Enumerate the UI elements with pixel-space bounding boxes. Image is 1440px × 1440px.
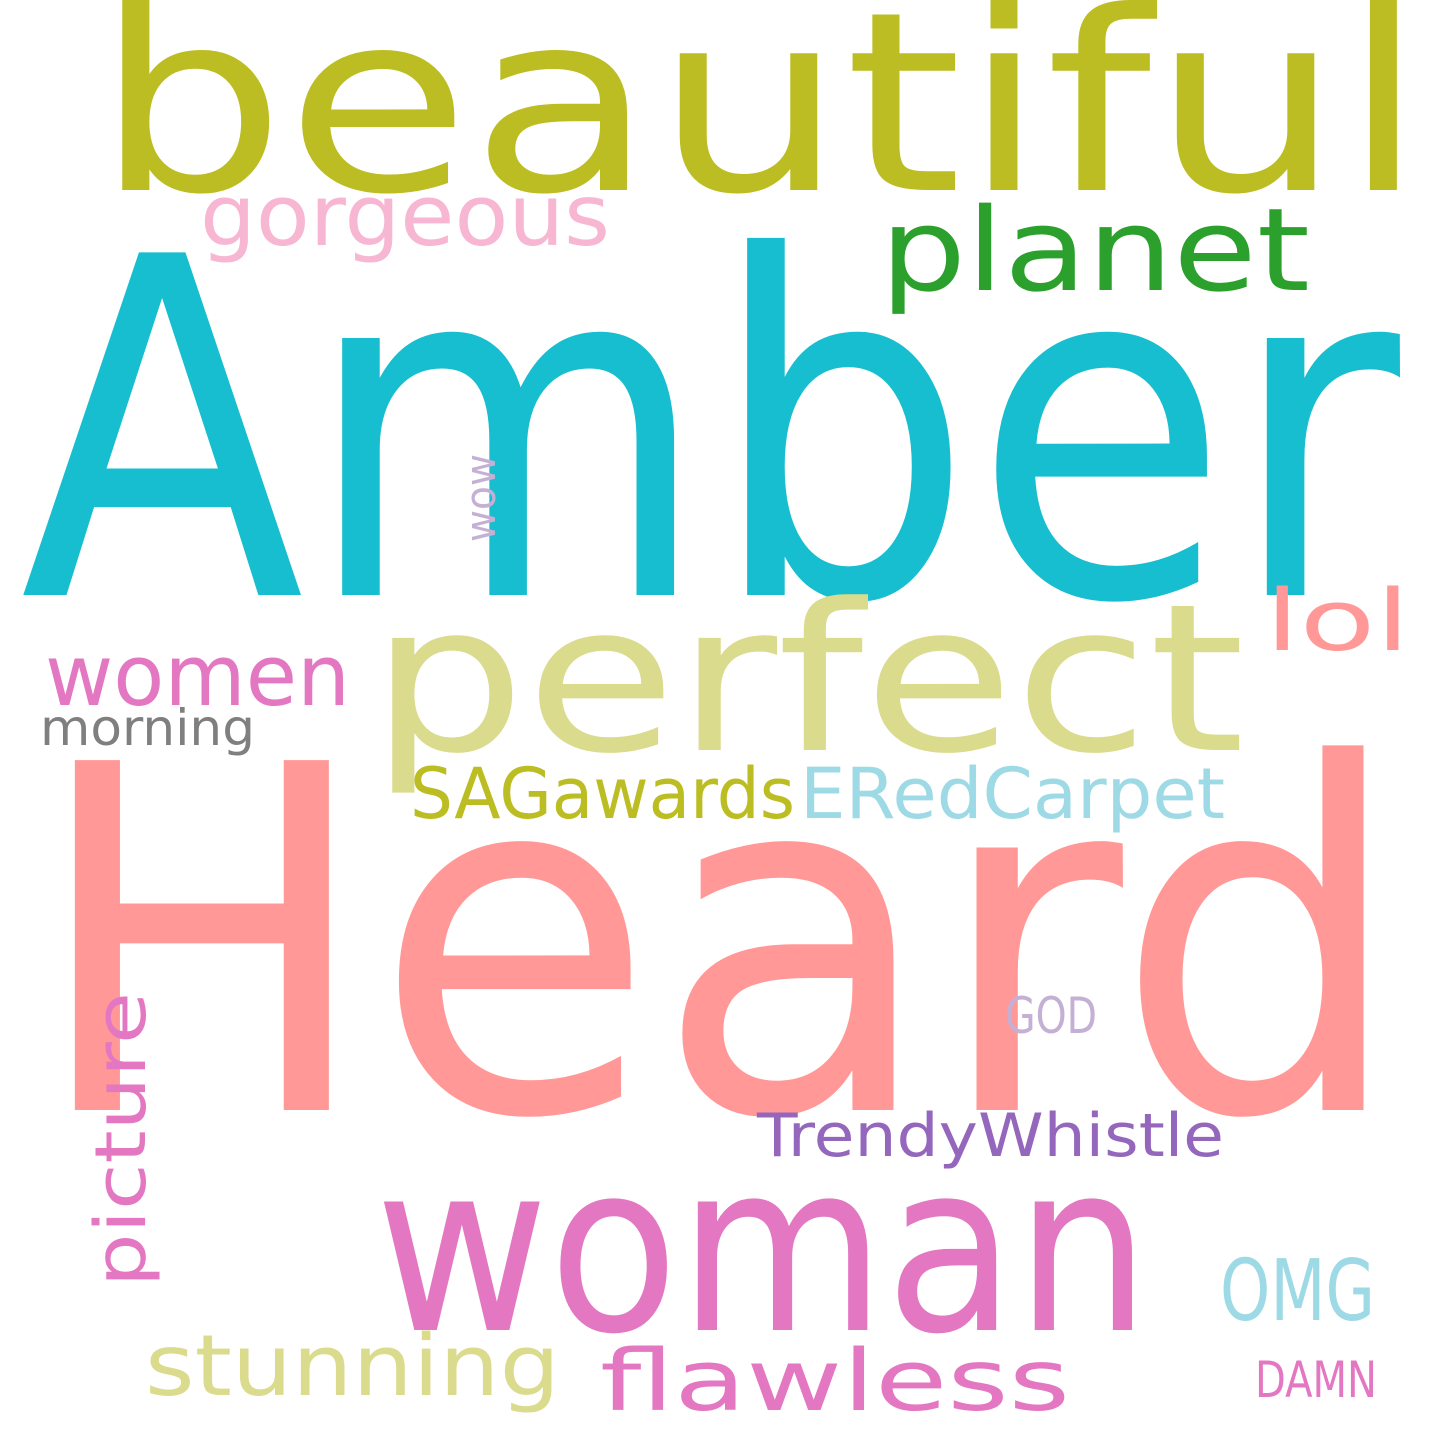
word-lol: lol [1265,572,1410,671]
word-gorgeous: gorgeous [200,167,610,266]
word-heard: Heard [30,665,1405,1224]
word-picture: picture [80,992,162,1287]
word-damn: DAMN [1255,1351,1377,1409]
word-planet: planet [880,184,1310,318]
word-women: women [45,627,350,726]
word-omg: OMG [1220,1242,1375,1341]
word-beautiful: beautiful [95,0,1425,249]
word-amber: Amber [20,159,1404,706]
word-perfect: perfect [370,561,1245,799]
word-wow: wow [456,454,505,542]
word-sagawards: SAGawards [410,753,795,835]
word-flawless: flawless [600,1332,1070,1431]
word-eredcarpet: ERedCarpet [800,753,1225,835]
word-woman: woman [375,1113,1150,1386]
word-trendywhistle: TrendyWhistle [756,1101,1224,1171]
word-stunning: stunning [145,1317,560,1416]
word-morning: morning [40,699,255,757]
word-god: GOD [1005,987,1097,1045]
